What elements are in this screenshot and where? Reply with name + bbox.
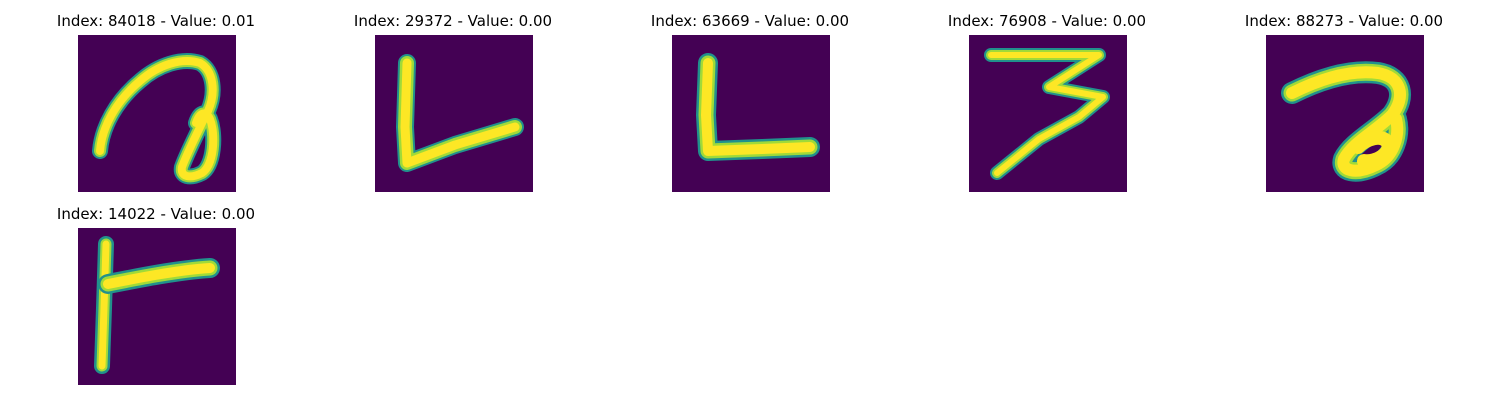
digit-image bbox=[375, 35, 533, 192]
digit-image bbox=[672, 35, 830, 192]
digit-glyph-three-shape bbox=[969, 35, 1127, 192]
panel-title: Index: 76908 - Value: 0.00 bbox=[947, 12, 1147, 30]
panel-title: Index: 29372 - Value: 0.00 bbox=[353, 12, 553, 30]
panel-title: Index: 14022 - Value: 0.00 bbox=[56, 205, 256, 223]
panel-title: Index: 88273 - Value: 0.00 bbox=[1244, 12, 1444, 30]
digit-glyph-r-shape bbox=[78, 228, 236, 385]
digit-glyph-hook-shape bbox=[1266, 35, 1424, 192]
digit-glyph-l-shape-tilted bbox=[375, 35, 533, 192]
digit-glyph-l-shape bbox=[672, 35, 830, 192]
digit-image bbox=[78, 228, 236, 385]
digit-image bbox=[78, 35, 236, 192]
digit-image bbox=[1266, 35, 1424, 192]
panel-title: Index: 84018 - Value: 0.01 bbox=[56, 12, 256, 30]
digit-glyph-loop-hook bbox=[78, 35, 236, 192]
panel-title: Index: 63669 - Value: 0.00 bbox=[650, 12, 850, 30]
digit-image bbox=[969, 35, 1127, 192]
